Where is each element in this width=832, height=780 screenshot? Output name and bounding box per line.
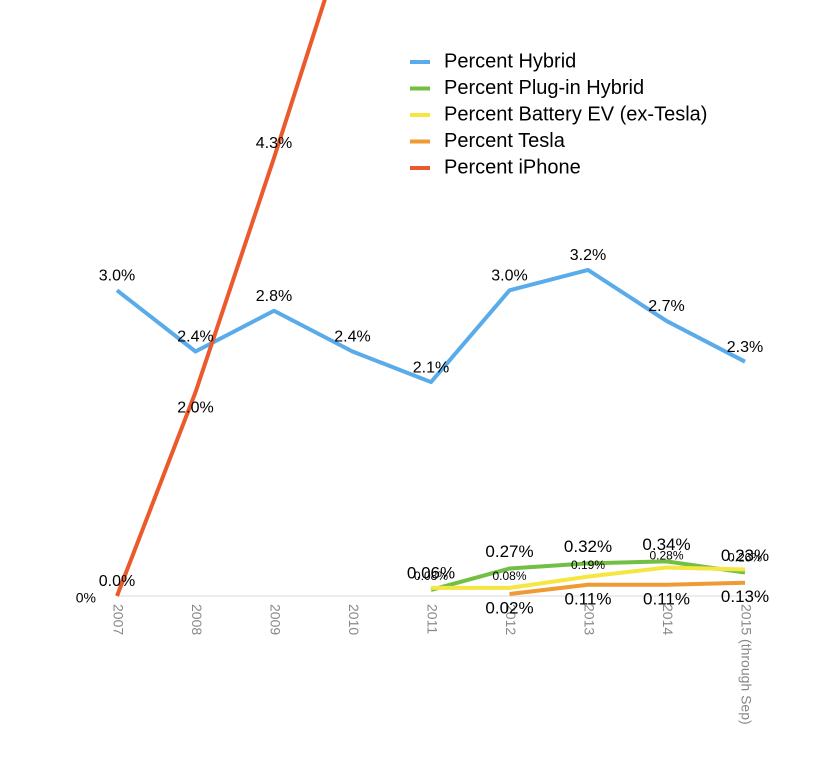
x-tick-label: 2013 (581, 604, 597, 635)
data-label: 2.8% (256, 288, 292, 305)
x-tick-label: 2009 (267, 604, 283, 635)
series-line (430, 559, 746, 592)
data-label: 3.0% (491, 268, 527, 285)
x-tick-label: 2014 (660, 604, 676, 635)
data-label: 3.0% (99, 268, 135, 285)
data-label: 0.11% (643, 589, 690, 608)
data-label: 0.06% (407, 563, 455, 582)
x-tick-label: 2011 (424, 604, 440, 634)
data-label: 0.0% (99, 573, 135, 590)
data-label: 0.34% (642, 535, 690, 554)
data-label: 2.3% (727, 339, 763, 356)
data-label: 0.23% (721, 546, 769, 565)
x-tick-label: 2012 (503, 604, 519, 635)
data-label: 0.27% (485, 542, 533, 561)
plot-area (115, 0, 746, 597)
x-tick-label: 2007 (110, 604, 126, 635)
x-tick-label: 2015 (through Sep) (738, 604, 754, 725)
series-line (431, 565, 746, 590)
data-label: 0.19% (571, 558, 605, 572)
series-line (115, 267, 746, 385)
data-label: 0.13% (721, 587, 769, 606)
data-label: 0.26% (728, 551, 762, 565)
data-label: 2.0% (177, 399, 213, 416)
legend-label: Percent iPhone (444, 156, 581, 178)
x-tick-label: 2010 (346, 604, 362, 635)
legend-label: Percent Battery EV (ex-Tesla) (444, 103, 707, 125)
data-label: 2.4% (177, 329, 213, 346)
data-label: 0.28% (649, 549, 683, 563)
y-tick-label: 0% (76, 590, 96, 606)
legend-label: Percent Tesla (444, 130, 566, 152)
data-label: 2.4% (334, 329, 370, 346)
series-line (115, 0, 327, 597)
data-label: 2.7% (648, 298, 684, 315)
data-label: 3.2% (570, 247, 606, 264)
data-label: 2.1% (413, 359, 449, 376)
data-label: 0.08% (414, 569, 448, 583)
series-line (509, 580, 746, 596)
data-label: 0.02% (485, 598, 533, 617)
data-label: 0.11% (565, 589, 612, 608)
x-tick-label: 2008 (189, 604, 205, 635)
data-label: 0.32% (564, 537, 612, 556)
legend-label: Percent Hybrid (444, 50, 576, 72)
data-label: 0.08% (492, 569, 526, 583)
legend-label: Percent Plug-in Hybrid (444, 77, 644, 99)
data-label: 4.3% (256, 135, 292, 152)
